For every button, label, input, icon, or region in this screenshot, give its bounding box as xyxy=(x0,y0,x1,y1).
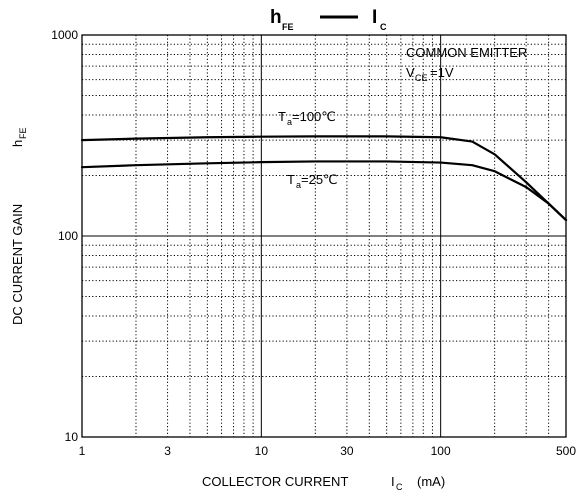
title-ic: I xyxy=(372,7,377,28)
x-tick-label: 100 xyxy=(431,444,451,458)
series-label-ta-25-main: T xyxy=(287,172,295,187)
annotation-vce-symbol: V xyxy=(406,65,415,80)
y-axis-label-symbol: h xyxy=(10,140,25,147)
x-tick-label: 500 xyxy=(556,444,576,458)
y-tick-label: 10 xyxy=(65,430,79,444)
title-hfe: h xyxy=(270,7,282,28)
plot-border xyxy=(81,34,567,438)
y-tick-labels: 10 100 1000 xyxy=(51,28,78,444)
x-axis-label-unit: (mA) xyxy=(417,474,445,489)
x-axis-label-symbol: I xyxy=(391,474,395,489)
x-tick-label: 30 xyxy=(340,444,354,458)
chart-title: h FE I C xyxy=(270,7,387,32)
series-label-ta-100-value: =100℃ xyxy=(292,109,336,124)
title-ic-subscript: C xyxy=(380,22,387,32)
x-axis-label-subscript: C xyxy=(396,482,403,492)
series-label-ta-100-subscript: a xyxy=(287,117,292,127)
x-tick-label: 3 xyxy=(164,444,171,458)
annotation-vce-value: =1V xyxy=(430,65,454,80)
series-label-ta-25-value: =25℃ xyxy=(301,172,338,187)
plot-frame xyxy=(81,34,567,438)
y-axis-label-subscript: FE xyxy=(18,127,28,139)
series-label-ta-25: T a =25℃ xyxy=(287,172,338,190)
y-tick-label: 100 xyxy=(58,229,78,243)
annotation-common-emitter: COMMON EMITTER xyxy=(406,45,527,60)
x-axis-label-text: COLLECTOR CURRENT xyxy=(202,474,348,489)
y-axis-label-text: DC CURRENT GAIN xyxy=(10,204,25,325)
grid xyxy=(82,35,566,437)
y-tick-label: 1000 xyxy=(51,28,78,42)
x-axis-label: COLLECTOR CURRENT I C (mA) xyxy=(202,474,445,492)
x-tick-labels: 1 3 10 30 100 500 xyxy=(79,444,577,458)
curves xyxy=(80,135,568,222)
series-label-ta-25-subscript: a xyxy=(296,180,301,190)
series-line-1 xyxy=(80,160,568,222)
annotation-vce-subscript: CE xyxy=(415,73,428,83)
series-line-0 xyxy=(80,135,568,222)
series-label-ta-100-main: T xyxy=(278,109,286,124)
x-tick-label: 10 xyxy=(255,444,269,458)
title-hfe-subscript: FE xyxy=(282,22,294,32)
series-label-ta-100: T a =100℃ xyxy=(278,109,336,127)
annotation-box: COMMON EMITTER V CE =1V xyxy=(406,45,527,83)
x-tick-label: 1 xyxy=(79,444,86,458)
y-axis-label: DC CURRENT GAIN h FE xyxy=(10,127,28,325)
